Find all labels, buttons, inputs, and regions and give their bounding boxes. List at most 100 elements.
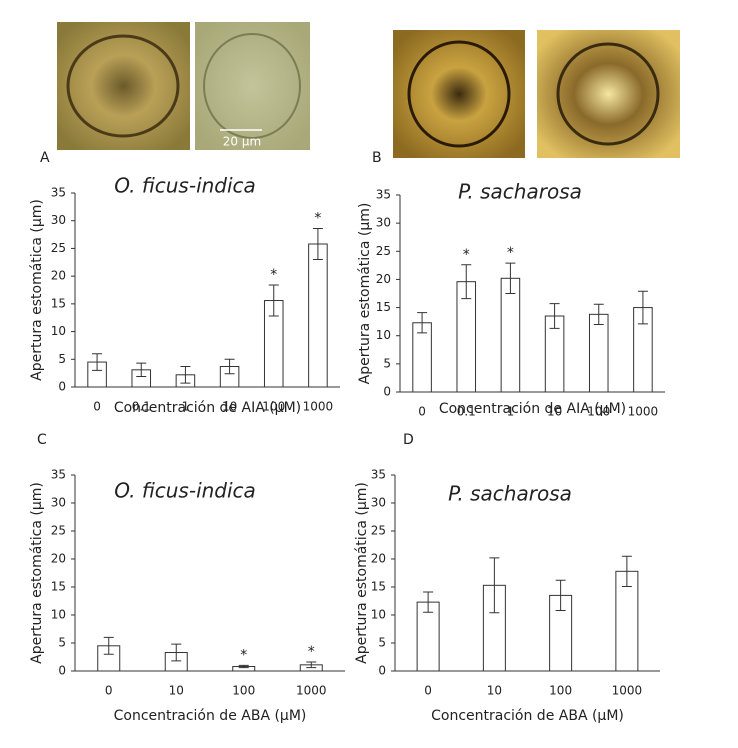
error-bar xyxy=(423,591,434,613)
panel-label: D xyxy=(403,432,414,448)
y-tick-label: 0 xyxy=(383,385,391,399)
y-tick-label: 5 xyxy=(58,636,66,650)
error-bar xyxy=(306,661,317,669)
scale-bar-label: 20 µm xyxy=(223,135,261,149)
micrographs: 20 µm xyxy=(57,22,680,158)
error-bar xyxy=(505,262,516,294)
photo xyxy=(195,22,310,150)
chart-title: P. sacharosa xyxy=(458,180,582,204)
y-tick-label: 10 xyxy=(371,608,386,622)
x-tick-label: 0 xyxy=(105,684,113,698)
y-tick-label: 30 xyxy=(51,496,66,510)
x-axis-label: Concentración de ABA (µM) xyxy=(114,708,307,724)
x-tick-label: 1000 xyxy=(612,684,643,698)
x-tick-label: 10 xyxy=(487,684,502,698)
significance-mark: * xyxy=(308,644,315,660)
y-tick-label: 0 xyxy=(58,664,66,678)
y-axis-label: Apertura estomática (µm) xyxy=(354,482,370,664)
panel-label: B xyxy=(372,150,382,166)
photo xyxy=(393,30,525,158)
panel-label: A xyxy=(40,150,50,166)
x-tick-label: 100 xyxy=(262,400,285,414)
x-tick-label: 100 xyxy=(549,684,572,698)
x-tick-label: 10 xyxy=(222,400,237,414)
bar xyxy=(588,313,609,393)
error-bar xyxy=(417,312,428,334)
error-bar xyxy=(637,290,648,325)
x-tick-label: 100 xyxy=(587,405,610,419)
error-bar xyxy=(103,636,114,655)
significance-mark: * xyxy=(463,247,470,263)
y-tick-label: 20 xyxy=(51,269,66,283)
y-axis-label: Apertura estomática (µm) xyxy=(29,482,45,664)
y-tick-label: 25 xyxy=(51,524,66,538)
y-tick-label: 35 xyxy=(376,188,391,202)
error-bar xyxy=(555,579,566,612)
y-tick-label: 15 xyxy=(51,296,66,310)
error-bar xyxy=(136,362,147,377)
photo-detail xyxy=(407,40,511,148)
significance-mark: * xyxy=(507,245,514,261)
photo-detail xyxy=(203,33,301,139)
photo-detail xyxy=(556,42,660,146)
significance-mark: * xyxy=(240,647,247,663)
x-tick-label: 0.1 xyxy=(132,400,151,414)
error-bar xyxy=(268,284,279,317)
x-tick-label: 10 xyxy=(547,405,562,419)
photo xyxy=(537,30,680,158)
y-tick-label: 10 xyxy=(51,608,66,622)
x-axis-label: Concentración de AIA (µM) xyxy=(439,401,626,417)
photo xyxy=(57,22,190,150)
y-tick-label: 35 xyxy=(51,468,66,482)
y-tick-label: 35 xyxy=(371,468,386,482)
x-tick-label: 1000 xyxy=(303,400,334,414)
y-tick-label: 15 xyxy=(376,300,391,314)
error-bar xyxy=(92,353,103,371)
error-bar xyxy=(224,358,235,375)
y-tick-label: 30 xyxy=(51,213,66,227)
y-tick-label: 30 xyxy=(376,216,391,230)
bar xyxy=(308,243,328,388)
x-tick-label: 1000 xyxy=(628,405,659,419)
error-bar xyxy=(180,365,191,384)
bar xyxy=(500,277,521,393)
y-tick-label: 20 xyxy=(376,272,391,286)
x-tick-label: 0 xyxy=(424,684,432,698)
chart-title: O. ficus-indica xyxy=(114,174,256,198)
x-tick-label: 1000 xyxy=(296,684,327,698)
x-tick-label: 0 xyxy=(93,400,101,414)
y-tick-label: 25 xyxy=(371,524,386,538)
error-bar xyxy=(171,643,182,662)
y-tick-label: 25 xyxy=(376,244,391,258)
x-tick-label: 0 xyxy=(418,405,426,419)
y-tick-label: 20 xyxy=(51,552,66,566)
error-bar xyxy=(593,303,604,325)
y-tick-label: 15 xyxy=(51,580,66,594)
x-tick-label: 0.1 xyxy=(457,405,476,419)
significance-mark: * xyxy=(314,210,321,226)
y-tick-label: 10 xyxy=(376,328,391,342)
error-bar xyxy=(461,264,472,300)
y-tick-label: 5 xyxy=(383,356,391,370)
chart-title: O. ficus-indica xyxy=(114,479,256,503)
chart-title: P. sacharosa xyxy=(448,482,572,506)
photo-detail xyxy=(66,34,180,138)
error-bar xyxy=(621,555,632,587)
y-axis-label: Apertura estomática (µm) xyxy=(29,199,45,381)
y-tick-label: 25 xyxy=(51,241,66,255)
significance-mark: * xyxy=(270,267,277,283)
y-axis-label: Apertura estomática (µm) xyxy=(357,203,373,385)
y-tick-label: 15 xyxy=(371,580,386,594)
y-tick-label: 10 xyxy=(51,324,66,338)
x-tick-label: 1 xyxy=(182,400,190,414)
y-tick-label: 30 xyxy=(371,496,386,510)
y-tick-label: 5 xyxy=(58,352,66,366)
panel-label: C xyxy=(37,432,47,448)
y-tick-label: 5 xyxy=(378,636,386,650)
error-bar xyxy=(489,557,500,614)
error-bar xyxy=(312,227,323,261)
y-tick-label: 0 xyxy=(378,664,386,678)
x-tick-label: 1 xyxy=(507,405,515,419)
x-tick-label: 10 xyxy=(169,684,184,698)
